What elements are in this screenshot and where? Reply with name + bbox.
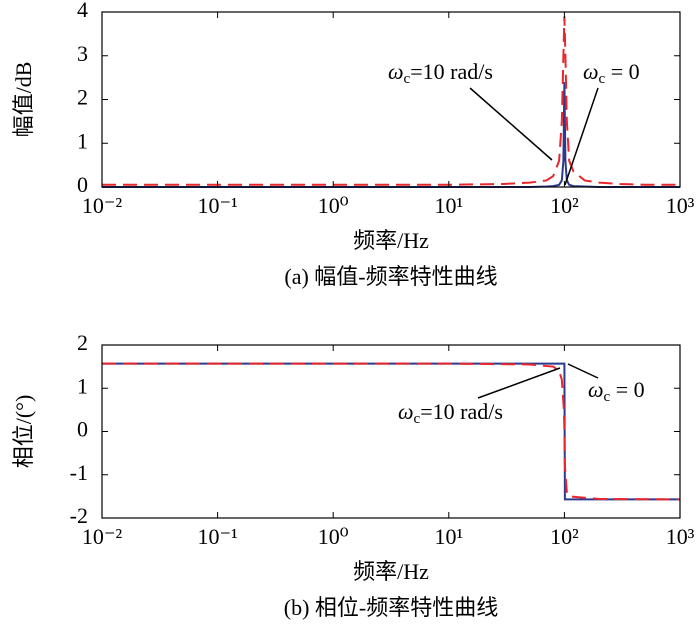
annotation-subscript: c — [404, 71, 411, 87]
annotation-symbol: ω — [388, 59, 404, 84]
annotation-symbol: ω — [583, 59, 599, 84]
annotation-symbol: ω — [398, 399, 414, 424]
annotation: ωc=10 rad/s — [398, 399, 503, 427]
plot-frame — [101, 344, 681, 519]
x-tick-label: 10⁻² — [82, 193, 123, 218]
annotation-text: = 0 — [610, 377, 644, 402]
x-tick-label: 10² — [550, 193, 579, 218]
annotation: ωc = 0 — [588, 377, 645, 405]
annotation-text: =10 rad/s — [410, 59, 493, 84]
annotation-leader — [477, 367, 561, 399]
annotation-text: = 0 — [605, 59, 639, 84]
y-tick-label: 2 — [77, 85, 88, 110]
x-tick-label: 10³ — [666, 193, 695, 218]
x-tick-label: 10³ — [666, 524, 695, 549]
x-tick-label: 10⁻¹ — [197, 193, 237, 218]
y-axis-label: 相位/(°) — [11, 395, 36, 469]
y-tick-label: 1 — [77, 373, 88, 398]
x-tick-label: 10⁰ — [318, 524, 349, 549]
y-tick-label: 0 — [77, 417, 88, 442]
y-tick-label: 1 — [77, 128, 88, 153]
series-line — [102, 362, 680, 501]
y-tick-label: -1 — [70, 460, 88, 485]
annotation-leader — [567, 363, 599, 379]
annotation-subscript: c — [414, 411, 421, 427]
x-tick-label: 10¹ — [434, 193, 463, 218]
y-axis-label: 幅值/dB — [11, 62, 36, 138]
annotation-subscript: c — [604, 389, 611, 405]
series-line — [102, 81, 680, 188]
annotation: ωc=10 rad/s — [388, 59, 493, 87]
x-tick-label: 10⁻¹ — [197, 524, 237, 549]
x-tick-label: 10¹ — [434, 524, 463, 549]
series-line — [102, 16, 680, 186]
y-tick-label: -2 — [70, 503, 88, 528]
x-axis-label: 频率/Hz — [353, 228, 429, 253]
y-tick-label: 4 — [77, 0, 88, 22]
y-tick-label: 3 — [77, 41, 88, 66]
x-tick-label: 10² — [550, 524, 579, 549]
x-tick-label: 10⁻² — [82, 524, 123, 549]
x-tick-label: 10⁰ — [318, 193, 349, 218]
y-tick-label: 0 — [77, 172, 88, 197]
annotation-subscript: c — [599, 71, 606, 87]
caption: (b) 相位-频率特性曲线 — [284, 595, 498, 620]
y-tick-label: 2 — [77, 330, 88, 355]
caption: (a) 幅值-频率特性曲线 — [284, 264, 497, 289]
annotation-leader — [469, 87, 553, 161]
series-line — [102, 362, 681, 501]
annotation: ωc = 0 — [583, 59, 640, 87]
annotation-symbol: ω — [588, 377, 604, 402]
annotation-leader — [564, 87, 599, 186]
annotation-text: =10 rad/s — [420, 399, 503, 424]
x-axis-label: 频率/Hz — [353, 559, 429, 584]
